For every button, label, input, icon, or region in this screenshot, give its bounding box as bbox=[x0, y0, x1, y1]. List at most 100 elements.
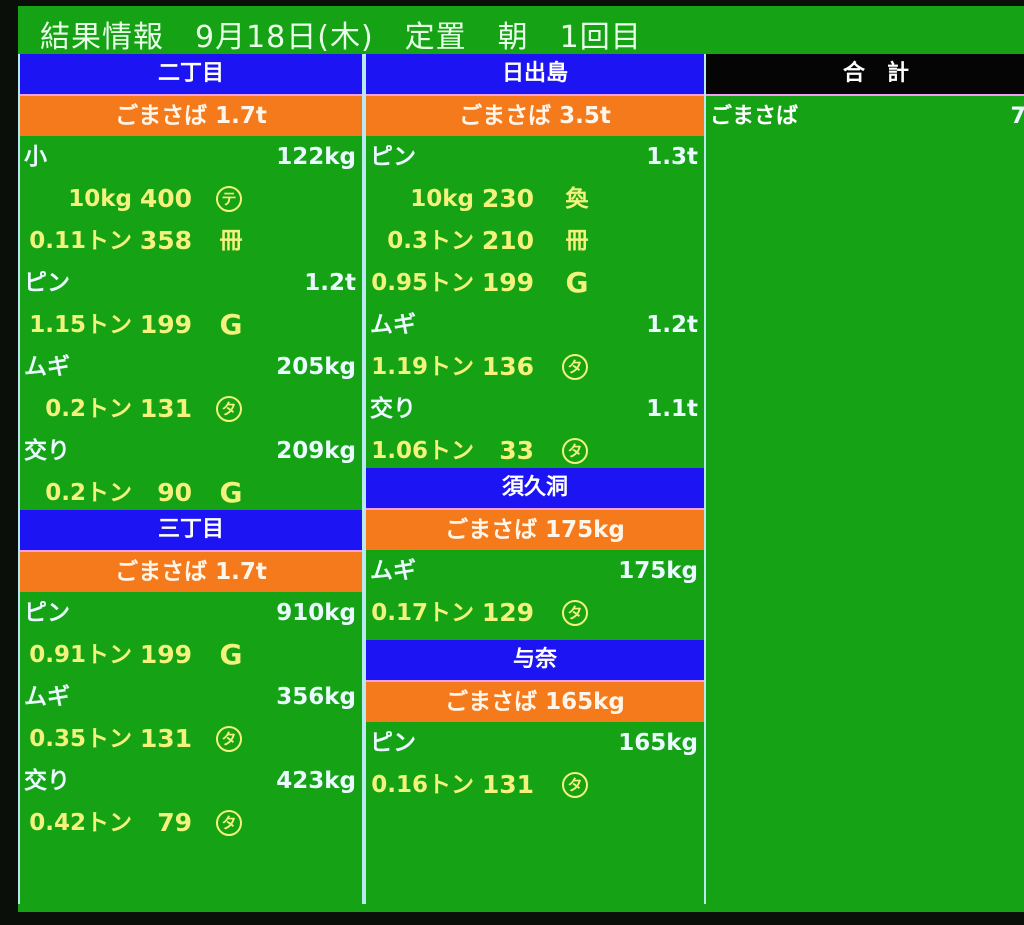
lot-quantity: 10kg bbox=[68, 186, 132, 212]
buyer-mark-icon: G bbox=[219, 308, 243, 341]
column-middle: 日出島 ごまさば 3.5t ピン 1.3t 10kg 230 奐 0.3トン 2… bbox=[364, 54, 706, 904]
lot-price: 199 bbox=[139, 310, 192, 339]
lot-price: 199 bbox=[481, 268, 534, 297]
lot-price: 131 bbox=[481, 770, 534, 799]
lot-price: 90 bbox=[157, 478, 192, 507]
grade-name: 交り bbox=[370, 396, 416, 422]
grade-weight: 1.2t bbox=[646, 312, 698, 338]
grade-weight: 205kg bbox=[276, 354, 356, 380]
lot-quantity: 0.35トン bbox=[29, 726, 132, 752]
buyer-mark-icon: 奐 bbox=[565, 186, 589, 212]
grade-name: 交り bbox=[24, 768, 70, 794]
lot-price: 33 bbox=[499, 436, 534, 465]
grade-row: ピン 165kg bbox=[366, 722, 704, 764]
market-section: 与奈 ごまさば 165kg ピン 165kg 0.16トン 131 タ bbox=[366, 640, 704, 806]
grade-weight: 356kg bbox=[276, 684, 356, 710]
grade-weight: 122kg bbox=[276, 144, 356, 170]
buyer-mark-icon: タ bbox=[562, 600, 588, 626]
lot-row: 0.17トン 129 タ bbox=[366, 592, 704, 634]
grade-name: ムギ bbox=[370, 558, 416, 584]
grade-weight: 175kg bbox=[618, 558, 698, 584]
lot-row: 0.16トン 131 タ bbox=[366, 764, 704, 806]
lot-quantity: 0.42トン bbox=[29, 810, 132, 836]
market-header: 須久洞 bbox=[366, 468, 704, 510]
results-screen: 結果情報 9月18日(木) 定置 朝 1回目 二丁目 ごまさば 1.7t 小 1… bbox=[18, 6, 1024, 912]
market-header: 日出島 bbox=[366, 54, 704, 96]
grade-row: ムギ 175kg bbox=[366, 550, 704, 592]
lot-quantity: 0.16トン bbox=[371, 772, 474, 798]
total-item-weight: 7.2t bbox=[1011, 96, 1024, 138]
grade-weight: 910kg bbox=[276, 600, 356, 626]
page-title: 結果情報 9月18日(木) 定置 朝 1回目 bbox=[40, 20, 642, 55]
grade-name: ピン bbox=[24, 600, 70, 626]
lot-row: 1.15トン 199 G bbox=[20, 304, 362, 346]
lot-quantity: 1.19トン bbox=[371, 354, 474, 380]
grade-weight: 1.1t bbox=[646, 396, 698, 422]
grade-name: 小 bbox=[24, 144, 47, 170]
grade-name: 交り bbox=[24, 438, 70, 464]
lot-price: 199 bbox=[139, 640, 192, 669]
lot-price: 400 bbox=[139, 184, 192, 213]
grade-weight: 423kg bbox=[276, 768, 356, 794]
market-header: 与奈 bbox=[366, 640, 704, 682]
market-section: 二丁目 ごまさば 1.7t 小 122kg 10kg 400 テ 0.11トン … bbox=[20, 54, 362, 514]
buyer-mark-icon: G bbox=[219, 476, 243, 509]
market-section: 三丁目 ごまさば 1.7t ピン 910kg 0.91トン 199 G ムギ 3… bbox=[20, 510, 362, 844]
buyer-mark-icon: G bbox=[219, 638, 243, 671]
lot-row: 0.3トン 210 冊 bbox=[366, 220, 704, 262]
lot-quantity: 0.2トン bbox=[45, 480, 132, 506]
buyer-mark-icon: タ bbox=[562, 772, 588, 798]
total-item-name: ごまさば bbox=[710, 104, 799, 129]
buyer-mark-icon: テ bbox=[216, 186, 242, 212]
species-total: ごまさば 175kg bbox=[366, 510, 704, 550]
grade-row: 交り 1.1t bbox=[366, 388, 704, 430]
grade-row: 交り 209kg bbox=[20, 430, 362, 472]
lot-quantity: 10kg bbox=[410, 186, 474, 212]
lot-quantity: 0.11トン bbox=[29, 228, 132, 254]
market-header: 二丁目 bbox=[20, 54, 362, 96]
lot-price: 131 bbox=[139, 394, 192, 423]
species-total: ごまさば 165kg bbox=[366, 682, 704, 722]
lot-row: 1.06トン 33 タ bbox=[366, 430, 704, 472]
lot-row: 0.95トン 199 G bbox=[366, 262, 704, 304]
lot-price: 230 bbox=[481, 184, 534, 213]
lot-row: 1.19トン 136 タ bbox=[366, 346, 704, 388]
lot-price: 210 bbox=[481, 226, 534, 255]
buyer-mark-icon: 冊 bbox=[219, 228, 243, 254]
lot-row: 0.2トン 90 G bbox=[20, 472, 362, 514]
grade-row: ピン 1.3t bbox=[366, 136, 704, 178]
market-section: 須久洞 ごまさば 175kg ムギ 175kg 0.17トン 129 タ bbox=[366, 468, 704, 634]
lot-quantity: 0.91トン bbox=[29, 642, 132, 668]
lot-quantity: 1.06トン bbox=[371, 438, 474, 464]
grade-name: ムギ bbox=[370, 312, 416, 338]
lot-row: 10kg 230 奐 bbox=[366, 178, 704, 220]
buyer-mark-icon: タ bbox=[216, 810, 242, 836]
lot-price: 79 bbox=[157, 808, 192, 837]
market-header: 三丁目 bbox=[20, 510, 362, 552]
grade-weight: 1.2t bbox=[304, 270, 356, 296]
lot-quantity: 0.2トン bbox=[45, 396, 132, 422]
species-total: ごまさば 1.7t bbox=[20, 96, 362, 136]
grade-weight: 1.3t bbox=[646, 144, 698, 170]
lot-row: 0.11トン 358 冊 bbox=[20, 220, 362, 262]
lot-row: 10kg 400 テ bbox=[20, 178, 362, 220]
column-left: 二丁目 ごまさば 1.7t 小 122kg 10kg 400 テ 0.11トン … bbox=[18, 54, 364, 904]
column-total: 合 計 ごまさば 7.2t bbox=[704, 54, 1024, 904]
grade-row: ピン 1.2t bbox=[20, 262, 362, 304]
grade-weight: 209kg bbox=[276, 438, 356, 464]
total-row: ごまさば 7.2t bbox=[706, 96, 1024, 138]
buyer-mark-icon: タ bbox=[216, 396, 242, 422]
grade-row: 小 122kg bbox=[20, 136, 362, 178]
buyer-mark-icon: タ bbox=[562, 438, 588, 464]
grade-row: ムギ 1.2t bbox=[366, 304, 704, 346]
grade-row: ムギ 205kg bbox=[20, 346, 362, 388]
grade-name: ムギ bbox=[24, 354, 70, 380]
lot-price: 129 bbox=[481, 598, 534, 627]
buyer-mark-icon: 冊 bbox=[565, 228, 589, 254]
total-header: 合 計 bbox=[706, 54, 1024, 96]
lot-quantity: 0.95トン bbox=[371, 270, 474, 296]
lot-price: 136 bbox=[481, 352, 534, 381]
grade-weight: 165kg bbox=[618, 730, 698, 756]
market-section: 日出島 ごまさば 3.5t ピン 1.3t 10kg 230 奐 0.3トン 2… bbox=[366, 54, 704, 472]
grade-name: ピン bbox=[370, 144, 416, 170]
